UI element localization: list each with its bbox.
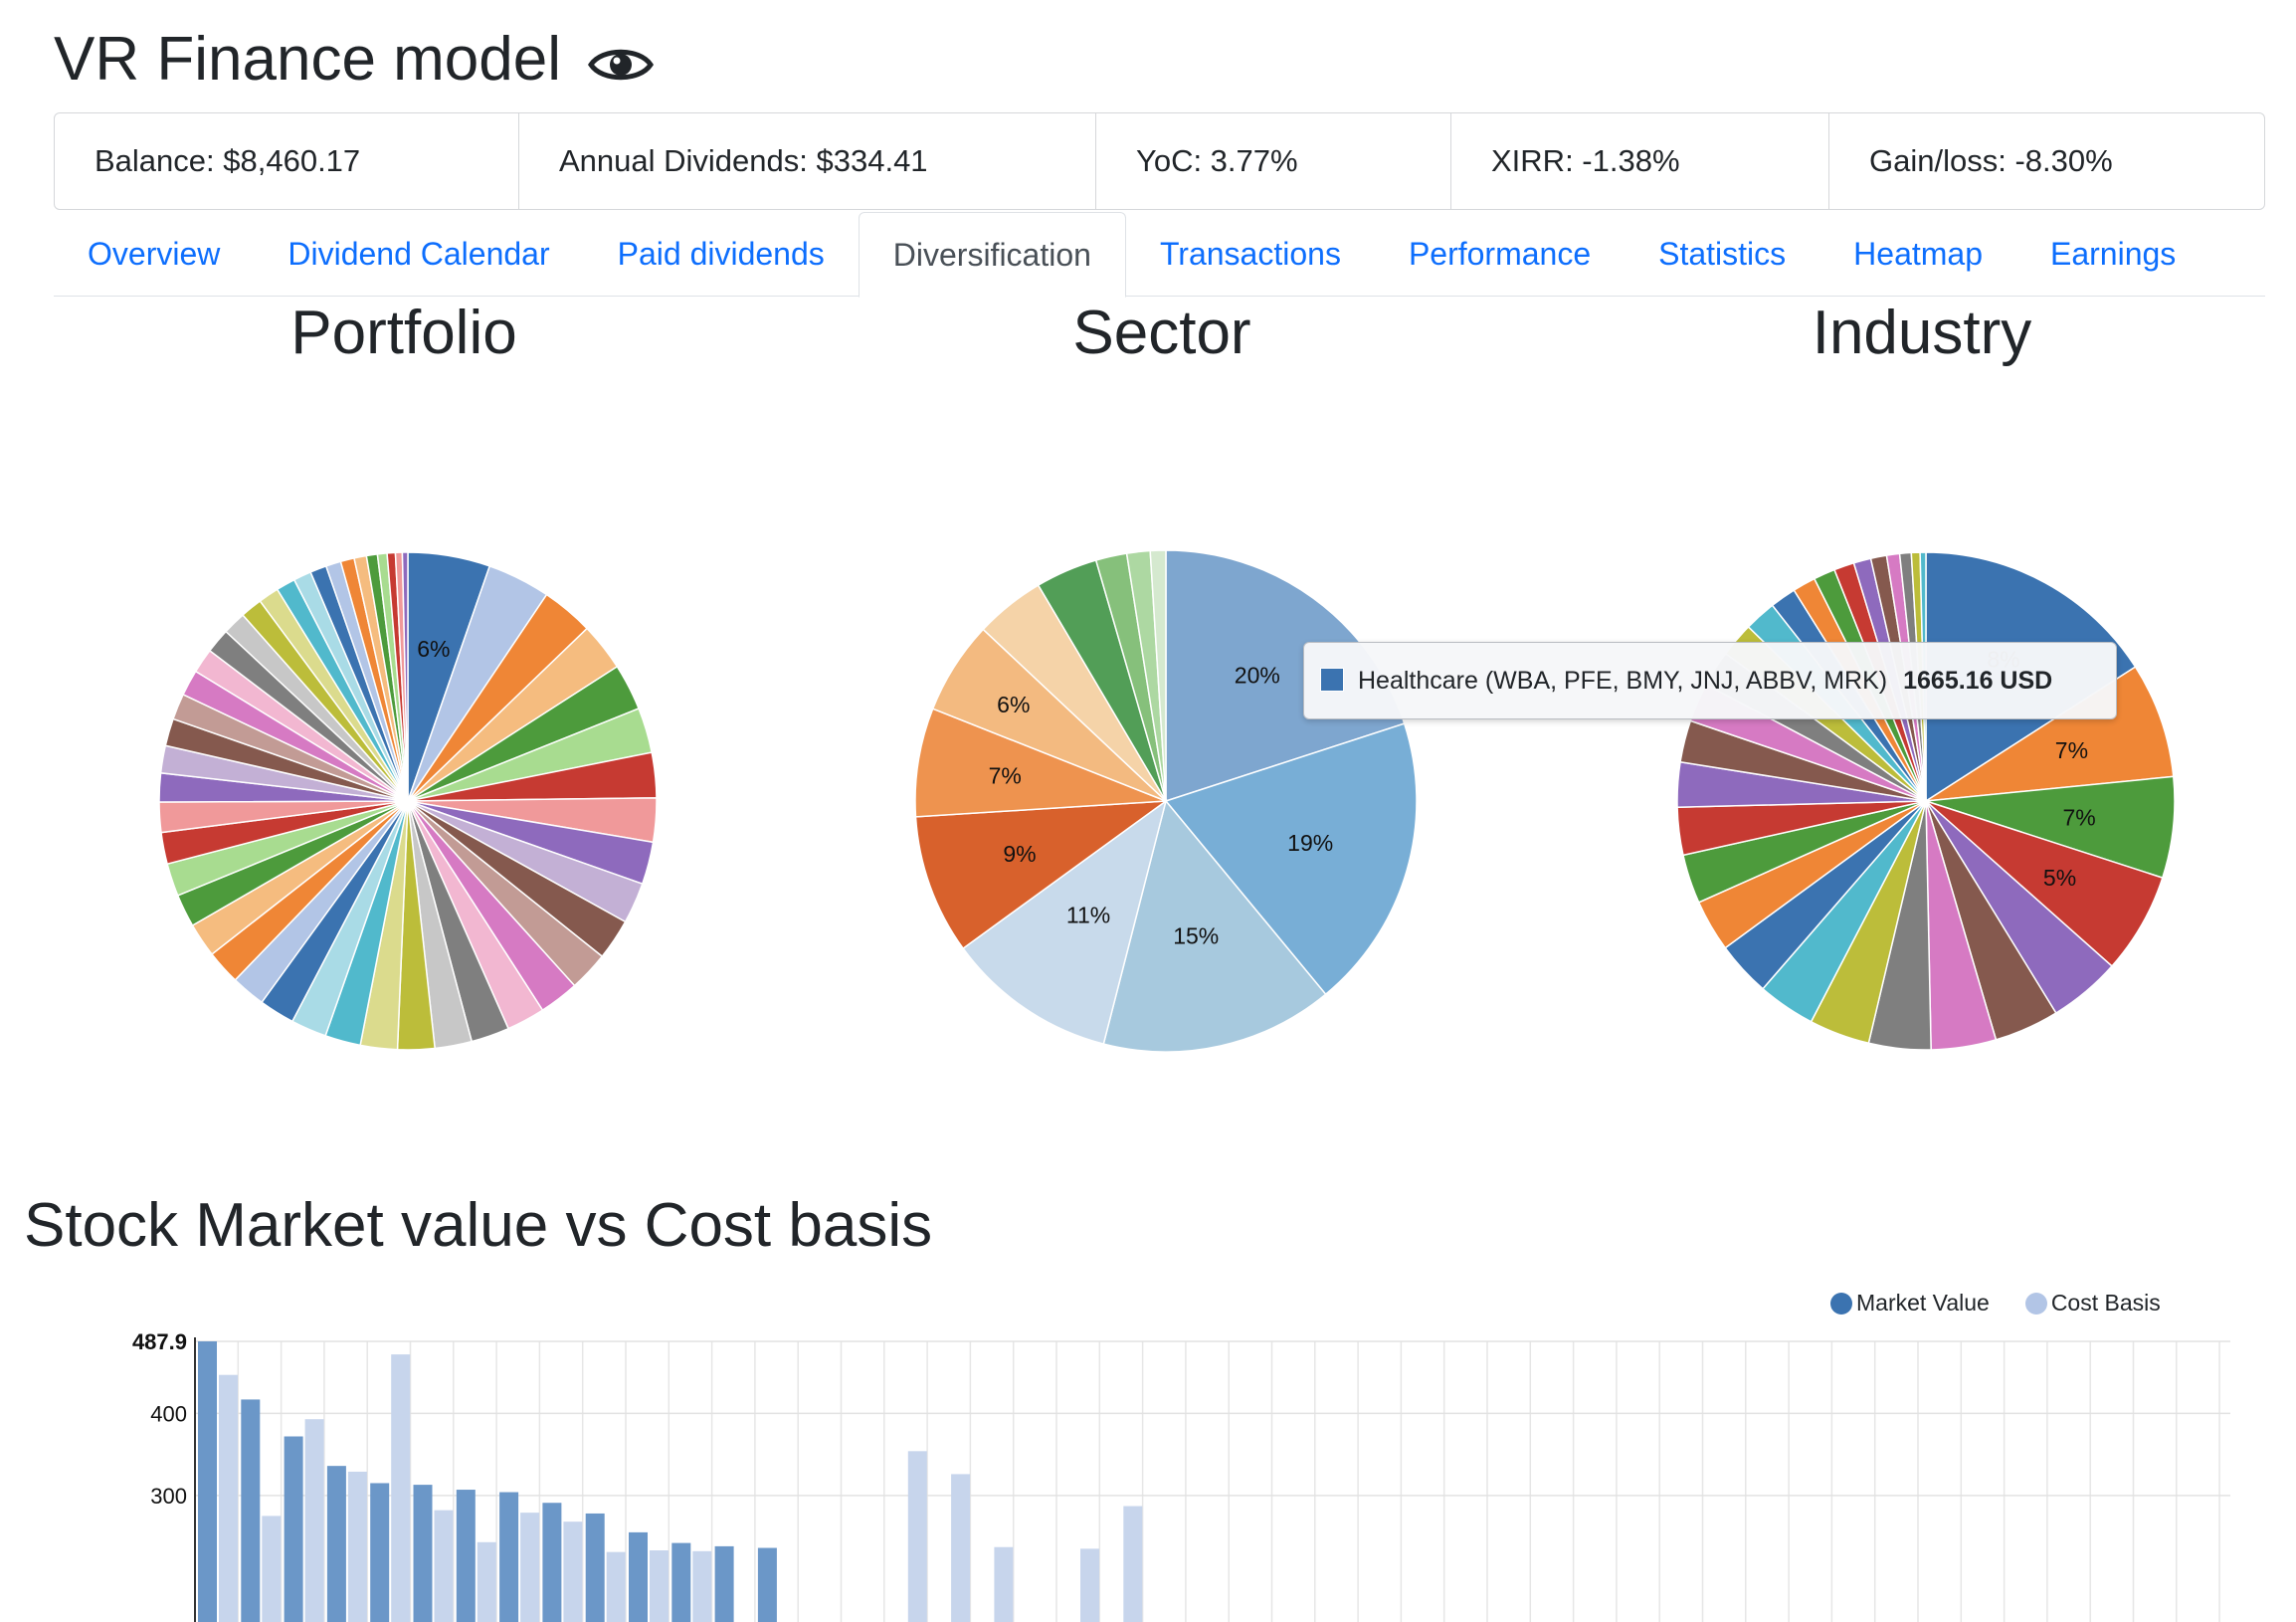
- tooltip-label: Healthcare (WBA, PFE, BMY, JNJ, ABBV, MR…: [1358, 667, 1888, 695]
- market-value-bar[interactable]: [757, 1547, 777, 1622]
- market-value-bar[interactable]: [456, 1490, 476, 1622]
- tab-paid-dividends[interactable]: Paid dividends: [617, 236, 825, 272]
- main-tabs: Overview Dividend Calendar Paid dividend…: [54, 212, 2265, 298]
- market-value-bar[interactable]: [284, 1436, 303, 1622]
- market-value-bar[interactable]: [629, 1531, 648, 1622]
- market-value-bar[interactable]: [671, 1542, 691, 1622]
- sector-pie-slice-label: 7%: [989, 762, 1022, 788]
- tooltip-value: 1665.16 USD: [1903, 667, 2053, 695]
- cost-basis-bar[interactable]: [262, 1516, 282, 1622]
- legend-item-market-value[interactable]: Market Value: [1830, 1290, 1990, 1317]
- cost-basis-bar[interactable]: [606, 1551, 626, 1622]
- market-value-bar[interactable]: [370, 1483, 390, 1622]
- tab-performance[interactable]: Performance: [1408, 236, 1592, 272]
- portfolio-pie-slice[interactable]: [401, 551, 409, 802]
- market-value-bar[interactable]: [542, 1503, 562, 1622]
- legend-label-cost-basis: Cost Basis: [2050, 1290, 2161, 1316]
- cost-basis-bar[interactable]: [434, 1510, 454, 1622]
- sector-pie-slice-label: 15%: [1173, 922, 1219, 948]
- app-title-text: VR Finance model: [54, 25, 562, 94]
- sector-pie-slice[interactable]: [1149, 549, 1167, 802]
- sector-chart-title: Sector: [1072, 299, 1251, 367]
- sector-pie-slice[interactable]: [1102, 799, 1327, 1053]
- stat-balance: Balance: $8,460.17: [55, 113, 519, 209]
- stat-yoc: YoC: 3.77%: [1096, 113, 1451, 209]
- cost-basis-bar[interactable]: [304, 1419, 324, 1622]
- stat-annual-dividends: Annual Dividends: $334.41: [519, 113, 1096, 209]
- market-value-bar[interactable]: [326, 1466, 346, 1622]
- sector-pie-chart: 20% 19% 15% 11% 9% 7% 6%: [914, 549, 1418, 1053]
- cost-basis-bar[interactable]: [951, 1474, 971, 1622]
- legend-item-cost-basis[interactable]: Cost Basis: [2024, 1290, 2161, 1317]
- cost-basis-bar[interactable]: [907, 1451, 927, 1622]
- sector-pie-slice[interactable]: [914, 800, 1169, 950]
- tab-diversification[interactable]: Diversification: [858, 212, 1126, 298]
- tab-dividend-calendar[interactable]: Dividend Calendar: [287, 236, 550, 272]
- stat-xirr: XIRR: -1.38%: [1451, 113, 1829, 209]
- portfolio-pie-slice-label: 6%: [417, 636, 450, 662]
- tab-heatmap[interactable]: Heatmap: [1853, 236, 1983, 272]
- cost-basis-bar[interactable]: [650, 1550, 669, 1622]
- app-title: VR Finance model: [54, 18, 655, 101]
- tab-earnings[interactable]: Earnings: [2050, 236, 2177, 272]
- sector-pie-slice[interactable]: [1164, 722, 1418, 996]
- bar-section-title: Stock Market value vs Cost basis: [24, 1191, 933, 1260]
- cost-basis-bar[interactable]: [1123, 1506, 1143, 1622]
- market-value-bar[interactable]: [241, 1399, 261, 1622]
- cost-basis-bar[interactable]: [520, 1513, 540, 1622]
- tab-statistics[interactable]: Statistics: [1658, 236, 1787, 272]
- cost-basis-bar[interactable]: [477, 1541, 496, 1622]
- sector-pie-slice-label: 11%: [1066, 903, 1110, 928]
- cost-basis-bar[interactable]: [563, 1521, 583, 1622]
- bar-chart-legend: Market Value Cost Basis: [1830, 1290, 2161, 1317]
- legend-label-market-value: Market Value: [1856, 1290, 1990, 1316]
- tooltip-color-swatch: [1320, 668, 1344, 692]
- industry-pie-chart: 8%7%7%5%: [1676, 551, 2176, 1051]
- sector-pie-slice[interactable]: [962, 799, 1168, 1045]
- cost-basis-bar[interactable]: [692, 1550, 712, 1622]
- cost-basis-bar[interactable]: [1080, 1548, 1099, 1622]
- y-tick-label: 300: [150, 1484, 187, 1509]
- tab-overview[interactable]: Overview: [88, 236, 221, 272]
- eye-icon[interactable]: [588, 44, 655, 86]
- stat-gain-loss: Gain/loss: -8.30%: [1869, 143, 2113, 178]
- sector-pie-slice-label: 6%: [997, 692, 1030, 717]
- legend-dot-cost-basis: [2024, 1292, 2047, 1315]
- market-value-bar[interactable]: [499, 1492, 519, 1622]
- portfolio-chart-title: Portfolio: [290, 299, 517, 367]
- market-value-bar[interactable]: [413, 1485, 433, 1622]
- industry-pie-slice-label: 7%: [2062, 805, 2095, 831]
- y-tick-label: 487.9: [132, 1329, 187, 1354]
- sector-pie-slice[interactable]: [914, 708, 1167, 818]
- sector-pie-slice-label: 9%: [1003, 841, 1036, 867]
- industry-pie-slice-label: 7%: [2055, 737, 2088, 763]
- sector-tooltip: Healthcare (WBA, PFE, BMY, JNJ, ABBV, MR…: [1303, 642, 2117, 719]
- sector-pie-slice-label: 20%: [1235, 663, 1280, 689]
- industry-pie-slice-label: 5%: [2043, 865, 2076, 891]
- legend-dot-market-value: [1830, 1292, 1852, 1315]
- cost-basis-bar[interactable]: [994, 1546, 1014, 1622]
- market-value-bar[interactable]: [585, 1513, 605, 1622]
- market-value-bar[interactable]: [714, 1545, 734, 1622]
- tab-transactions[interactable]: Transactions: [1159, 236, 1341, 272]
- market-vs-cost-bar-chart: 487.9 400 300: [132, 1329, 2230, 1622]
- market-value-bar[interactable]: [198, 1341, 217, 1622]
- cost-basis-bar[interactable]: [391, 1354, 411, 1622]
- y-tick-label: 400: [150, 1401, 187, 1426]
- portfolio-pie-chart: 6%: [158, 551, 658, 1051]
- summary-stats-bar: Balance: $8,460.17 Annual Dividends: $33…: [54, 112, 2265, 210]
- cost-basis-bar[interactable]: [347, 1471, 367, 1622]
- cost-basis-bar[interactable]: [219, 1374, 238, 1622]
- sector-pie-slice-label: 19%: [1287, 830, 1333, 856]
- industry-chart-title: Industry: [1812, 299, 2032, 367]
